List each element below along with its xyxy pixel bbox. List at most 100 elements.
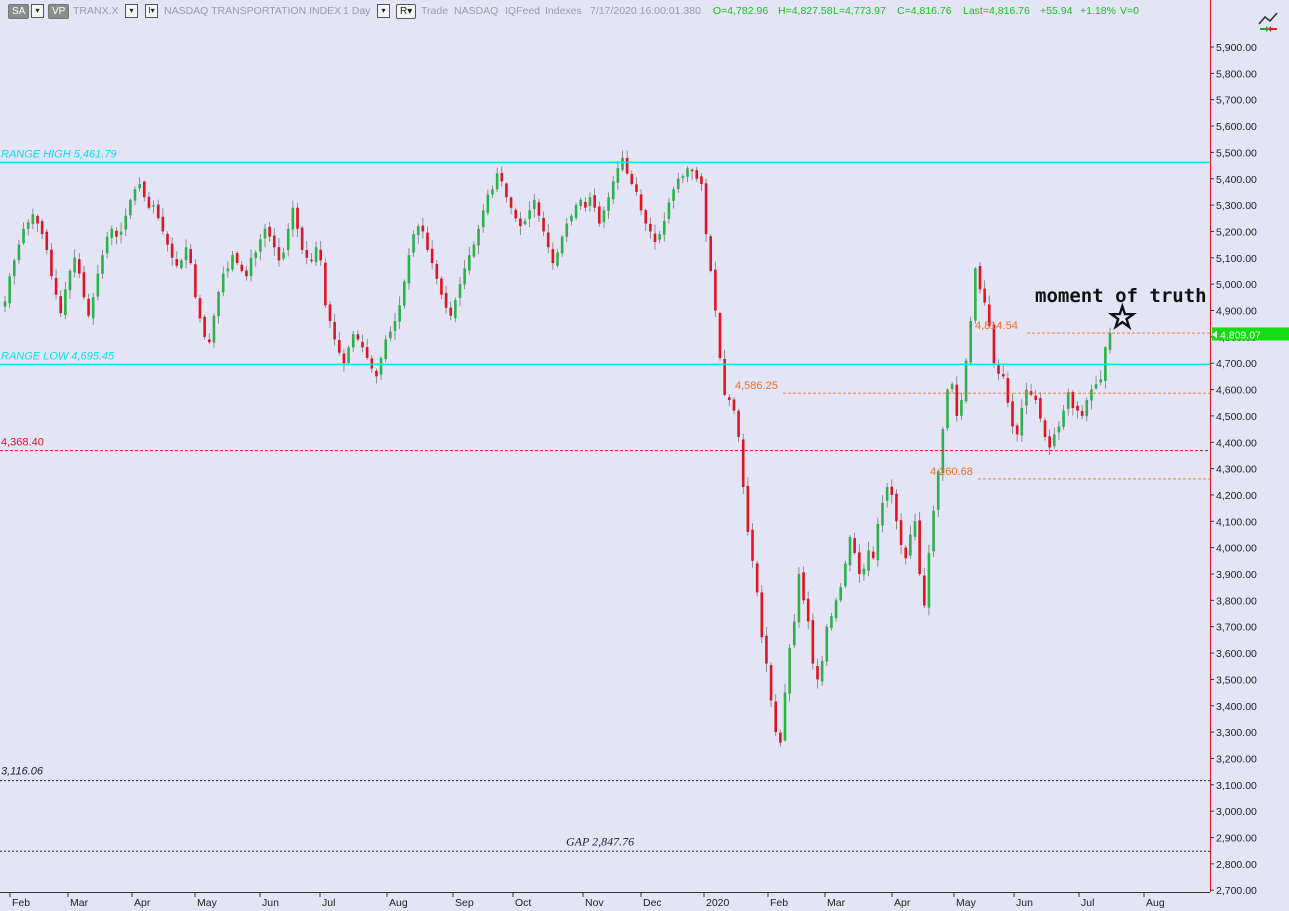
candle-up [658, 234, 661, 240]
candle-up [64, 289, 67, 315]
sa-button[interactable]: SA [8, 4, 30, 19]
candle-down [779, 732, 782, 743]
vp-button[interactable]: VP [48, 4, 70, 19]
candle-down [695, 170, 699, 179]
time-axis[interactable] [0, 892, 1210, 911]
candle-up [960, 400, 963, 416]
candle-down [649, 223, 652, 232]
candle-down [765, 635, 768, 664]
candle-up [221, 273, 225, 293]
datetime-label: 7/17/2020 16:00:01.380 [590, 5, 701, 17]
candle-down [546, 232, 550, 248]
price-tick-label: 4,700.00 [1216, 358, 1257, 370]
candle-down [1080, 411, 1084, 416]
candle-up [96, 273, 100, 297]
symbol-description: NASDAQ TRANSPORTATION INDEX [164, 5, 342, 17]
price-tick-label: 5,400.00 [1216, 174, 1257, 186]
candle-down [245, 270, 248, 277]
candle-up [282, 252, 285, 259]
candle-up [152, 205, 155, 207]
candle-up [834, 600, 838, 619]
candle-up [314, 247, 318, 263]
candle-down [82, 272, 86, 298]
candle-down [449, 307, 453, 316]
price-axis[interactable] [1210, 0, 1289, 892]
candle-up [607, 197, 610, 211]
candle-down [857, 552, 861, 574]
candle-up [91, 297, 95, 319]
candle-up [1020, 407, 1024, 436]
candle-down [505, 183, 508, 198]
candle-down [235, 253, 239, 264]
chart-settings-icon[interactable] [1256, 10, 1280, 34]
candle-up [8, 276, 11, 304]
candle-down [899, 520, 903, 546]
price-tick-label: 3,200.00 [1216, 753, 1257, 765]
candle-down [59, 296, 63, 314]
candle-down [1015, 425, 1019, 435]
candle-up [129, 199, 132, 216]
candle-down [1071, 391, 1075, 408]
candle-down [300, 227, 304, 250]
candle-up [574, 205, 578, 218]
low-value: L=4,773.97 [833, 5, 886, 17]
candle-up [792, 621, 796, 646]
candle-up [138, 184, 141, 189]
chevron-down-icon[interactable]: ▾ [31, 4, 44, 18]
candle-down [514, 209, 518, 219]
time-tick-label: Mar [70, 897, 89, 909]
candle-up [611, 181, 615, 200]
candle-up [184, 247, 188, 261]
candle-down [718, 313, 722, 358]
price-tick-label: 3,300.00 [1216, 727, 1257, 739]
candle-up [570, 215, 573, 222]
indicator-menu-icon[interactable]: I▾ [145, 4, 158, 18]
candle-up [26, 222, 30, 229]
candle-up [379, 357, 383, 375]
candle-down [922, 575, 926, 606]
candle-down [802, 572, 805, 601]
candle-up [416, 226, 420, 236]
candle-down [542, 217, 545, 232]
candle-up [12, 260, 16, 277]
candle-up [844, 563, 847, 587]
candle-down [198, 298, 202, 319]
chevron-down-icon[interactable]: ▾ [125, 4, 138, 18]
price-tick-label: 2,700.00 [1216, 885, 1257, 897]
price-tick-label: 5,300.00 [1216, 200, 1257, 212]
time-tick-label: Jun [1016, 897, 1033, 909]
level-label-4586: 4,586.25 [735, 380, 778, 392]
candle-down [426, 232, 429, 250]
candle-down [639, 194, 643, 211]
candle-up [950, 384, 954, 389]
candle-up [532, 199, 536, 210]
candle-down [509, 197, 513, 208]
candle-down [714, 269, 717, 311]
gap-label: GAP 2,847.76 [566, 834, 634, 848]
last-price-label: 4,809.07 [1220, 329, 1261, 341]
price-tick-label: 4,200.00 [1216, 490, 1257, 502]
interval-selector[interactable]: 1 Day [343, 5, 371, 17]
time-tick-label: Aug [389, 897, 408, 909]
r-button[interactable]: R▾ [396, 4, 417, 19]
candle-down [440, 278, 443, 295]
price-tick-label: 5,800.00 [1216, 68, 1257, 80]
price-tick-label: 3,100.00 [1216, 780, 1257, 792]
candle-down [760, 592, 764, 638]
candle-up [936, 471, 940, 510]
chevron-down-icon[interactable]: ▾ [377, 4, 390, 18]
last-price-tag [1212, 327, 1289, 341]
price-tick-label: 3,500.00 [1216, 674, 1257, 686]
candle-down [189, 249, 193, 264]
price-tick-label: 3,700.00 [1216, 622, 1257, 634]
price-tick-label: 2,800.00 [1216, 859, 1257, 871]
candle-down [166, 233, 169, 245]
level-label-3116: 3,116.06 [1, 766, 44, 778]
symbol[interactable]: TRANX.X [73, 5, 119, 17]
time-tick-label: Aug [1146, 897, 1165, 909]
candle-up [110, 228, 114, 238]
candle-up [101, 255, 104, 274]
candle-down [305, 250, 309, 258]
candle-up [1025, 389, 1028, 406]
